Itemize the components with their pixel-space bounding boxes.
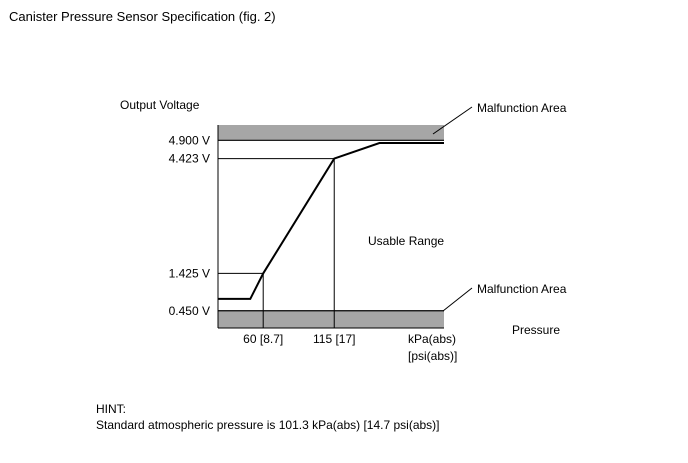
guide-lines <box>218 158 335 328</box>
y-tick-label-2: 4.423 V <box>169 152 210 166</box>
malfunction-bands <box>218 125 444 328</box>
hint-text: Standard atmospheric pressure is 101.3 k… <box>96 418 440 432</box>
pressure-voltage-chart: 0.450 V 1.425 V 4.423 V 4.900 V 60 [8.7] 115 … <box>120 98 567 363</box>
malfunction-bottom-label: Malfunction Area <box>477 282 567 296</box>
usable-range-label: Usable Range <box>368 234 444 248</box>
malfunction-band-0 <box>218 125 444 141</box>
y-axis-title: Output Voltage <box>120 98 200 112</box>
x-unit-psi: [psi(abs)] <box>408 349 457 363</box>
x-unit-kpa: kPa(abs) <box>408 332 456 346</box>
y-tick-label-0: 0.450 V <box>169 304 210 318</box>
malfunction-top-leader <box>432 106 473 135</box>
y-tick-label-1: 1.425 V <box>169 266 210 280</box>
hint-block: HINT: Standard atmospheric pressure is 1… <box>96 401 440 433</box>
malfunction-top-label: Malfunction Area <box>477 101 567 115</box>
malfunction-band-1 <box>218 310 444 328</box>
y-tick-label-3: 4.900 V <box>169 133 210 147</box>
x-axis-title: Pressure <box>512 323 560 337</box>
series-layer <box>218 142 444 300</box>
figure-title: Canister Pressure Sensor Specification (… <box>9 9 276 24</box>
x-tick-label-1: 115 [17] <box>313 332 355 346</box>
x-tick-label-0: 60 [8.7] <box>243 332 283 346</box>
malfunction-bottom-leader <box>442 287 473 312</box>
series-line-0 <box>218 142 444 300</box>
tick-labels: 0.450 V 1.425 V 4.423 V 4.900 V 60 [8.7] 115 … <box>169 133 356 346</box>
hint-label: HINT: <box>96 402 126 416</box>
